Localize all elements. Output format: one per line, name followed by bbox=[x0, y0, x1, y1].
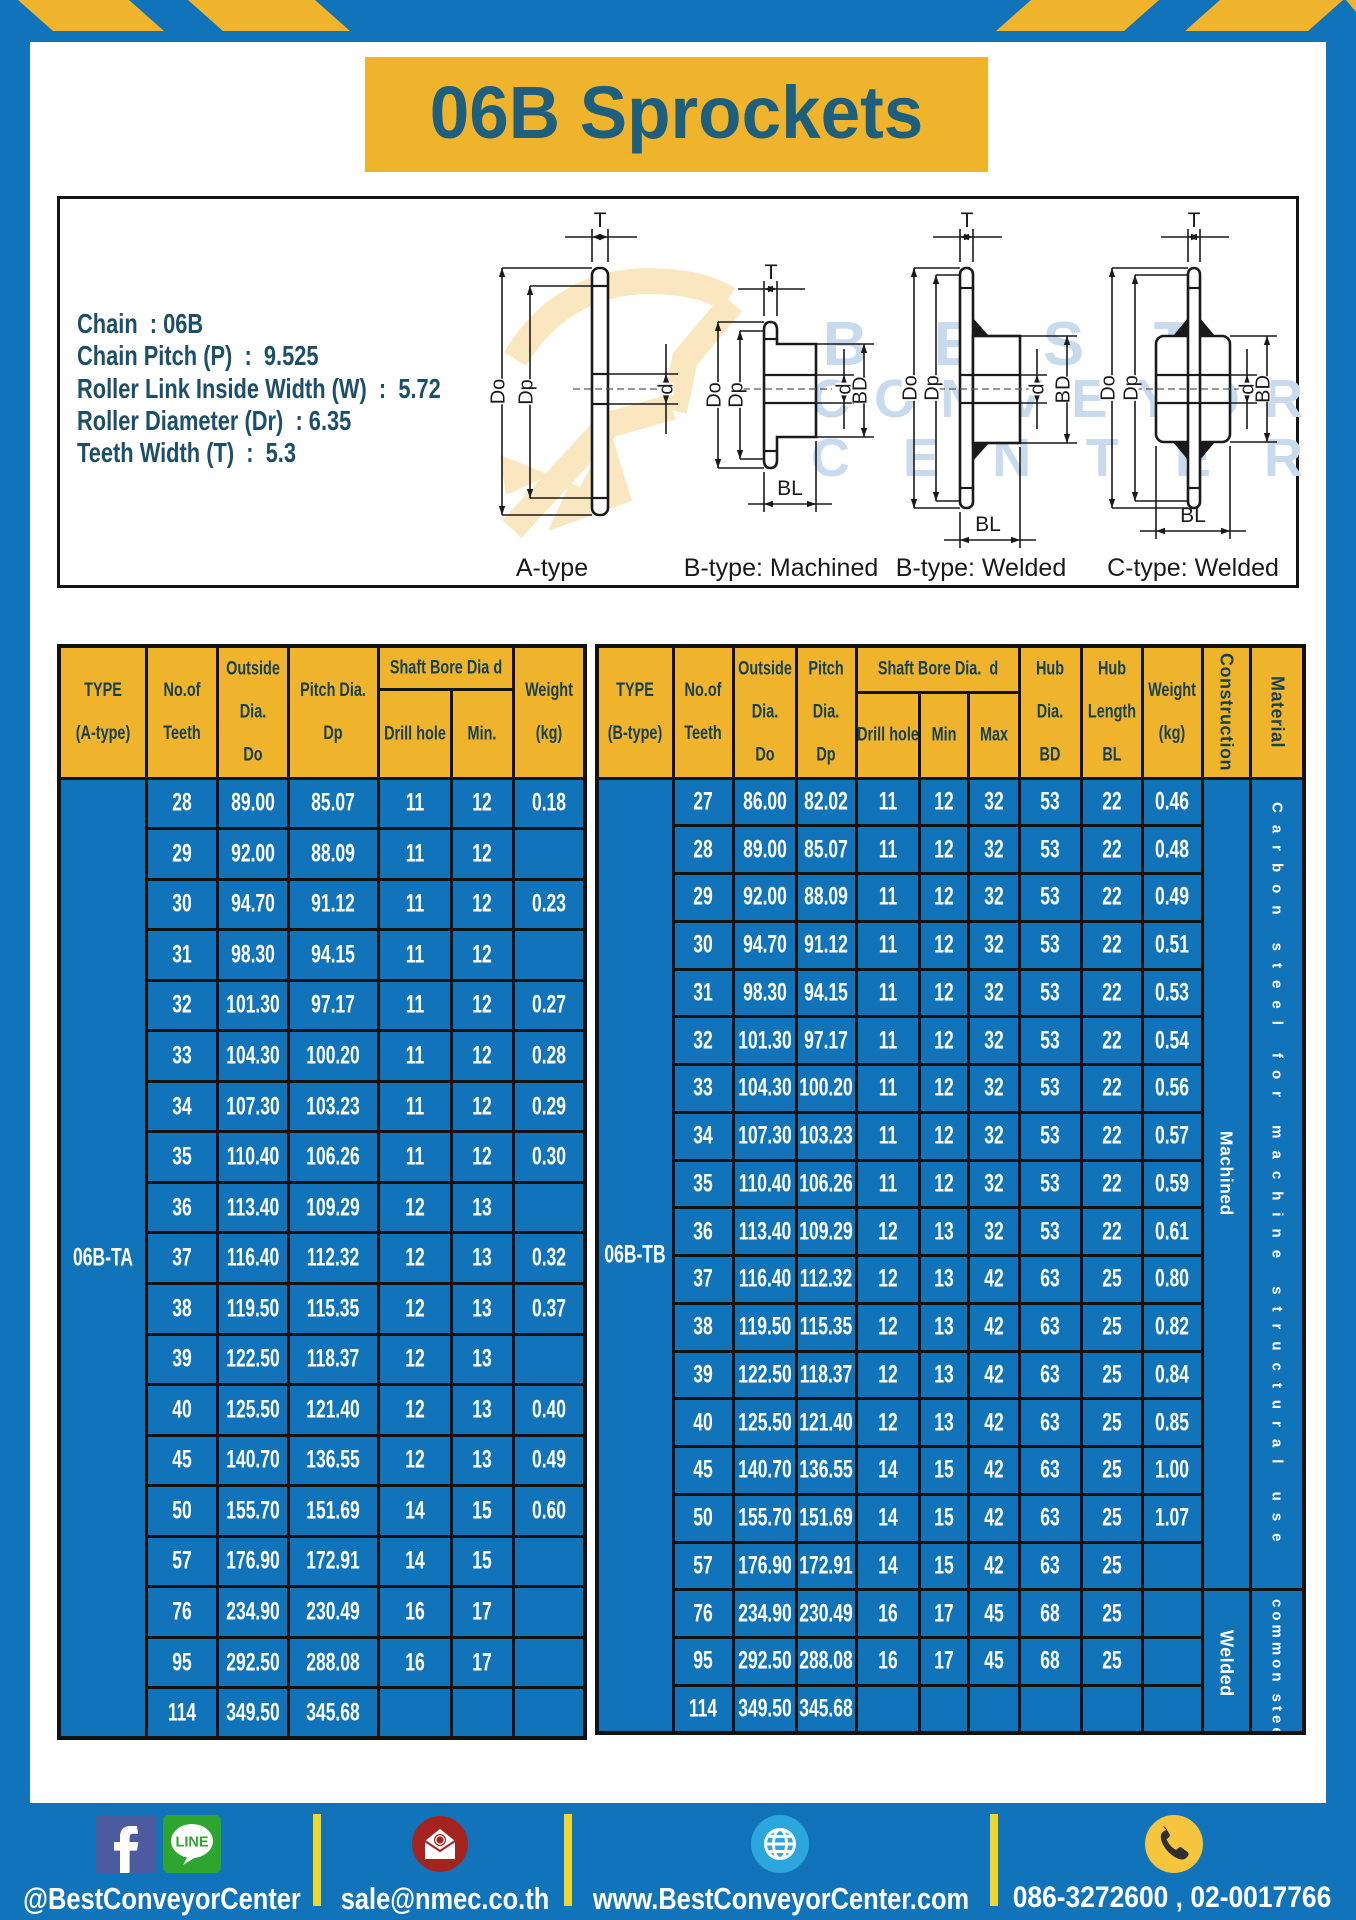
svg-text:Dp: Dp bbox=[1120, 375, 1142, 401]
svg-text:B-type: Machined: B-type: Machined bbox=[684, 554, 879, 582]
svg-text:BL: BL bbox=[1180, 504, 1206, 527]
svg-text:Do: Do bbox=[703, 382, 725, 408]
svg-text:BL: BL bbox=[975, 513, 1001, 536]
svg-text:R: R bbox=[1264, 428, 1302, 488]
svg-text:E: E bbox=[903, 428, 939, 488]
svg-text:T: T bbox=[961, 209, 974, 232]
svg-text:d: d bbox=[1236, 383, 1258, 394]
svg-text:C-type: Welded: C-type: Welded bbox=[1107, 554, 1279, 582]
svg-text:BD: BD bbox=[849, 377, 871, 405]
svg-text:T: T bbox=[1086, 428, 1119, 488]
svg-text:d: d bbox=[655, 383, 677, 394]
svg-text:Dp: Dp bbox=[921, 375, 943, 401]
svg-text:Do: Do bbox=[899, 375, 921, 401]
svg-text:T: T bbox=[594, 209, 607, 232]
svg-text:Dp: Dp bbox=[515, 379, 537, 405]
svg-text:d: d bbox=[1026, 383, 1048, 394]
svg-text:BD: BD bbox=[1052, 376, 1074, 404]
svg-text:d: d bbox=[833, 383, 855, 394]
svg-text:Do: Do bbox=[1097, 375, 1119, 401]
svg-text:C: C bbox=[811, 428, 850, 488]
svg-text:A-type: A-type bbox=[516, 554, 588, 582]
svg-text:B-type: Welded: B-type: Welded bbox=[896, 554, 1066, 582]
svg-text:BL: BL bbox=[777, 477, 803, 500]
svg-text:Dp: Dp bbox=[725, 382, 747, 408]
svg-text:BD: BD bbox=[1252, 375, 1274, 403]
svg-text:LINE: LINE bbox=[175, 1835, 208, 1851]
svg-text:Do: Do bbox=[487, 379, 509, 405]
svg-text:T: T bbox=[1188, 209, 1201, 232]
svg-text:S: S bbox=[1043, 310, 1084, 379]
svg-text:T: T bbox=[765, 261, 778, 284]
